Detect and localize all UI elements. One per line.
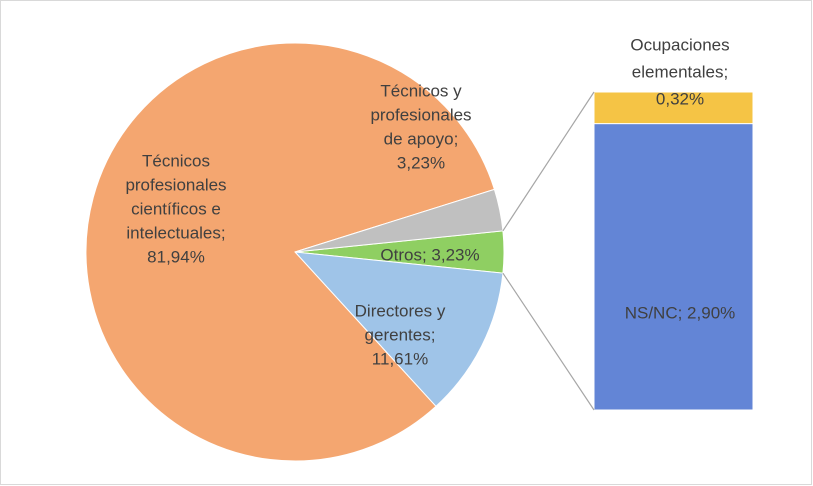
data-label: Técnicos [142, 151, 210, 170]
data-label: Ocupaciones [630, 35, 729, 54]
data-label: Técnicos y [380, 81, 462, 100]
data-label: 0,32% [656, 89, 704, 108]
data-label: 11,61% [372, 349, 428, 368]
data-label: elementales; [632, 62, 728, 81]
data-label: profesionales [370, 105, 471, 124]
data-label: 3,23% [397, 153, 445, 172]
connector-line [502, 91, 595, 232]
data-label: Otros; 3,23% [380, 245, 479, 264]
data-label: NS/NC; 2,90% [625, 303, 736, 322]
data-label: intelectuales; [126, 223, 225, 242]
data-label: gerentes; [365, 325, 436, 344]
data-label: Directores y [355, 301, 446, 320]
data-label: profesionales [125, 175, 226, 194]
data-label: científicos e [131, 199, 221, 218]
pie-slice [293, 251, 504, 408]
data-label: de apoyo; [384, 129, 459, 148]
data-label: 81,94% [147, 247, 205, 266]
pie-slice [85, 42, 496, 462]
bar-segment [593, 123, 754, 411]
bar-segment [593, 91, 754, 125]
connector-line [502, 272, 595, 411]
